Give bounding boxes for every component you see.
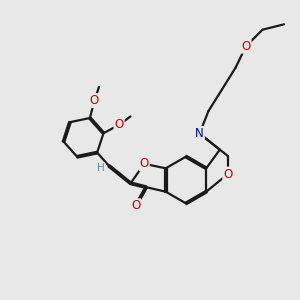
Text: O: O (90, 94, 99, 107)
Text: H: H (97, 163, 104, 173)
Text: O: O (131, 199, 140, 212)
Text: O: O (223, 167, 232, 181)
Text: N: N (195, 127, 204, 140)
Text: O: O (242, 40, 250, 53)
Text: O: O (115, 118, 124, 131)
Text: O: O (140, 157, 149, 170)
